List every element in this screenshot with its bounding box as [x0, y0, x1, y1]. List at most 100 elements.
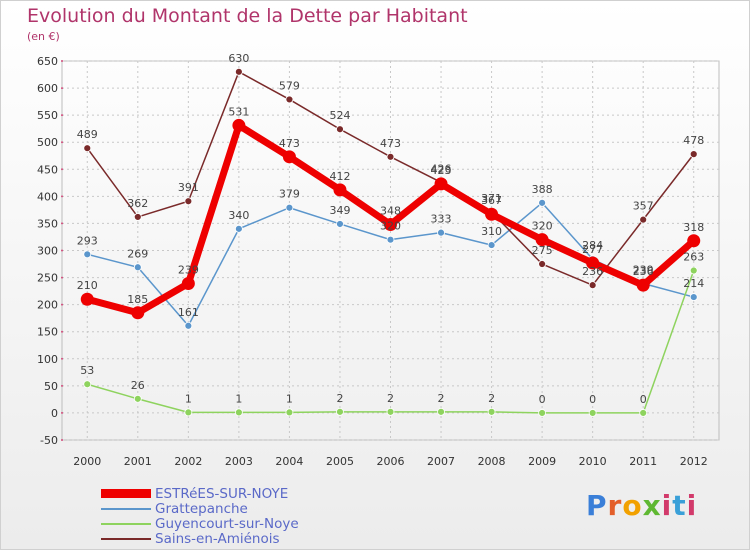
y-tick-mark	[61, 303, 63, 306]
data-label: 185	[127, 293, 148, 306]
x-tick-label: 2003	[225, 455, 253, 468]
data-point	[437, 228, 445, 237]
y-tick-mark	[61, 411, 63, 414]
data-point	[131, 306, 145, 320]
x-tick-label: 2006	[377, 455, 405, 468]
data-label: 53	[80, 364, 94, 377]
data-label: 371	[481, 192, 502, 205]
y-tick-label: 650	[37, 55, 58, 68]
y-tick-label: 350	[37, 217, 58, 230]
data-point	[282, 150, 296, 164]
data-point	[234, 67, 243, 76]
data-label: 1	[235, 392, 242, 405]
legend-swatch	[101, 507, 151, 510]
data-label: 531	[228, 105, 249, 118]
data-point	[234, 408, 243, 417]
x-tick-label: 2012	[680, 455, 708, 468]
y-tick-mark	[61, 114, 63, 117]
data-label: 423	[431, 164, 452, 177]
y-tick-label: 50	[44, 380, 58, 393]
data-label: 348	[380, 205, 401, 218]
data-point	[538, 260, 547, 268]
y-tick-mark	[61, 330, 63, 333]
data-label: 26	[131, 379, 145, 392]
data-point	[133, 394, 142, 403]
y-tick-mark	[61, 384, 63, 387]
data-label: 367	[481, 194, 502, 207]
data-label: 349	[329, 204, 350, 217]
data-label: 1	[286, 392, 293, 405]
data-point	[336, 125, 344, 134]
data-point	[285, 408, 294, 417]
data-point	[232, 118, 246, 132]
data-point	[636, 278, 650, 292]
y-tick-label: 450	[37, 163, 58, 176]
data-label: 214	[683, 277, 704, 290]
logo-letter: i	[661, 489, 673, 522]
data-label: 1	[185, 392, 192, 405]
y-tick-label: 500	[37, 136, 58, 149]
data-label: 473	[380, 137, 401, 150]
y-tick-label: 300	[37, 245, 58, 258]
x-tick-label: 2001	[124, 455, 152, 468]
data-label: 318	[683, 221, 704, 234]
logo-letter: t	[672, 489, 687, 522]
data-point	[538, 198, 547, 207]
y-tick-label: 0	[51, 407, 58, 420]
data-point	[336, 407, 344, 416]
data-label: 2	[438, 392, 445, 405]
data-point	[689, 150, 698, 159]
data-label: 2	[488, 392, 495, 405]
y-tick-mark	[61, 60, 63, 62]
data-label: 391	[178, 181, 199, 194]
y-tick-mark	[61, 222, 63, 225]
data-point	[434, 177, 448, 191]
data-point	[487, 407, 496, 416]
data-point	[535, 233, 549, 247]
data-label: 362	[127, 197, 148, 210]
data-label: 2	[387, 392, 394, 405]
data-label: 210	[77, 279, 98, 292]
legend-swatch	[101, 537, 151, 540]
data-point	[184, 321, 193, 330]
data-point	[687, 234, 701, 248]
data-label: 320	[380, 220, 401, 233]
data-label: 379	[279, 188, 300, 201]
data-label: 478	[683, 134, 704, 147]
data-label: 310	[481, 225, 502, 238]
data-label: 239	[633, 264, 654, 277]
data-point	[285, 95, 294, 104]
data-label: 0	[589, 393, 596, 406]
y-tick-label: 400	[37, 190, 58, 203]
y-tick-mark	[61, 168, 63, 171]
logo-letter: i	[686, 489, 698, 522]
data-point	[83, 380, 92, 389]
x-tick-label: 2011	[629, 455, 657, 468]
data-label: 269	[127, 247, 148, 260]
data-point	[386, 152, 395, 161]
y-tick-mark	[61, 141, 63, 144]
legend-label: Sains-en-Amiénois	[155, 530, 280, 547]
data-label: 236	[633, 265, 654, 278]
data-label: 0	[640, 393, 647, 406]
data-point	[384, 218, 397, 232]
legend-label: Grattepanche	[155, 500, 248, 517]
data-label: 239	[178, 264, 199, 277]
data-point	[336, 220, 344, 228]
logo-letter: P	[586, 489, 608, 522]
x-tick-label: 2007	[427, 455, 455, 468]
y-tick-label: 600	[37, 82, 58, 95]
data-label: 263	[683, 251, 704, 264]
data-label: 2	[336, 392, 343, 405]
data-point	[586, 256, 600, 270]
unit-label: (en €)	[27, 30, 60, 43]
legend-item: Guyencourt-sur-Noye	[101, 516, 299, 532]
y-tick-label: -50	[40, 434, 58, 447]
data-point	[437, 407, 445, 416]
x-tick-label: 2009	[528, 455, 556, 468]
logo-letter: r	[607, 489, 623, 522]
data-point	[234, 224, 243, 233]
data-label: 284	[582, 239, 603, 252]
